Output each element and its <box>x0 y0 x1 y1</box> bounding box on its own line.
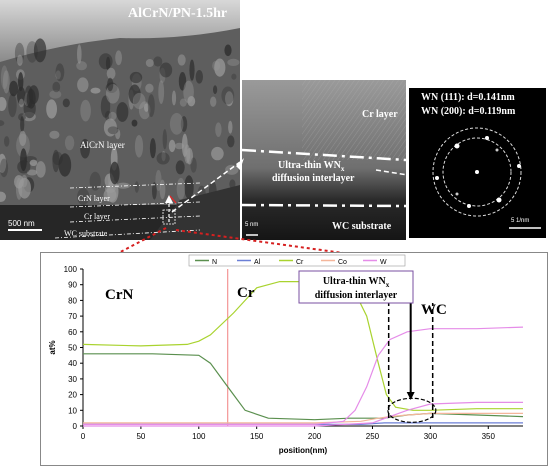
x-tick-label: 200 <box>308 432 322 441</box>
cr-layer-label-mid: Cr layer <box>362 109 398 120</box>
region-label-crn: CrN <box>105 287 133 303</box>
x-tick-label: 300 <box>424 432 438 441</box>
saed-pattern-image: WN (111): d=0.141nm WN (200): d=0.119nm … <box>409 88 546 238</box>
x-tick-label: 0 <box>81 432 86 441</box>
series-line-W <box>83 401 523 427</box>
y-tick-label: 50 <box>68 344 77 353</box>
y-tick-label: 60 <box>68 328 77 337</box>
tem-texture <box>0 0 240 240</box>
series-line-Co <box>83 412 523 424</box>
region-label-cr: Cr <box>237 285 255 301</box>
wc-substrate-label: WC substrate <box>64 229 108 238</box>
legend-label-Cr: Cr <box>296 259 304 266</box>
saed-label-111: WN (111): d=0.141nm <box>421 92 515 103</box>
diffraction-rings <box>432 127 541 229</box>
interlayer-label-mid: Ultra-thin WNx <box>278 160 345 173</box>
interlayer-annotation-box <box>298 270 414 304</box>
annotation-subscript: x <box>386 281 390 289</box>
hrtem-texture <box>242 80 406 240</box>
y-tick-label: 90 <box>68 281 77 290</box>
y-axis-label: at% <box>48 340 57 354</box>
legend-label-Al: Al <box>254 259 261 266</box>
tem-title: AlCrN/PN-1.5hr <box>128 6 228 21</box>
x-axis-label: position(nm) <box>279 446 328 455</box>
x-tick-label: 250 <box>366 432 380 441</box>
hrtem-image: Cr layer Ultra-thin WNx diffusion interl… <box>242 80 406 240</box>
legend-box <box>188 254 406 267</box>
saed-scale-bar-label: 5 1/nm <box>511 218 530 224</box>
legend-label-Co: Co <box>338 259 347 266</box>
legend-label-N: N <box>212 259 217 266</box>
series-line-W <box>83 326 524 425</box>
tem-cross-section-image: AlCrN/PN-1.5hr AlCrN layer CrN layer Cr … <box>0 0 240 240</box>
cr-layer-label: Cr layer <box>84 212 110 221</box>
annotation-line2: diffusion interlayer <box>315 290 398 301</box>
y-tick-label: 40 <box>68 359 77 368</box>
x-tick-label: 100 <box>192 432 206 441</box>
y-tick-label: 10 <box>68 406 77 415</box>
hrtem-scale-bar-label: 5 nm <box>245 222 259 228</box>
interlayer-label-mid-line2: diffusion interlayer <box>272 173 355 184</box>
x-tick-label: 150 <box>250 432 264 441</box>
wc-substrate-label-mid: WC substrate <box>332 221 392 232</box>
interlayer-ellipse <box>387 397 437 423</box>
crn-layer-label: CrN layer <box>78 194 110 203</box>
annotation-line1: Ultra-thin WNx <box>323 276 390 289</box>
y-tick-label: 0 <box>73 422 78 431</box>
saed-label-200: WN (200): d=0.119nm <box>421 106 516 117</box>
chart-svg: 0 10 20 30 40 50 60 70 80 90 100 0 50 100 150 200 250 300… <box>48 254 524 455</box>
legend-label-W: W <box>380 259 387 266</box>
y-tick-label: 20 <box>68 391 77 400</box>
x-tick-label: 50 <box>136 432 145 441</box>
interlayer-arrow-head <box>406 392 415 400</box>
y-tick-label: 100 <box>64 265 78 274</box>
tem-scale-bar-label: 500 nm <box>8 219 35 228</box>
y-tick-label: 80 <box>68 296 77 305</box>
alcrn-layer-label: AlCrN layer <box>80 140 125 150</box>
y-tick-label: 30 <box>68 375 77 384</box>
x-tick-label: 350 <box>482 432 496 441</box>
y-tick-label: 70 <box>68 312 77 321</box>
eds-linescan-chart: 0 10 20 30 40 50 60 70 80 90 100 0 50 100 150 200 250 300… <box>40 252 548 466</box>
region-label-wc: WC <box>421 302 447 318</box>
